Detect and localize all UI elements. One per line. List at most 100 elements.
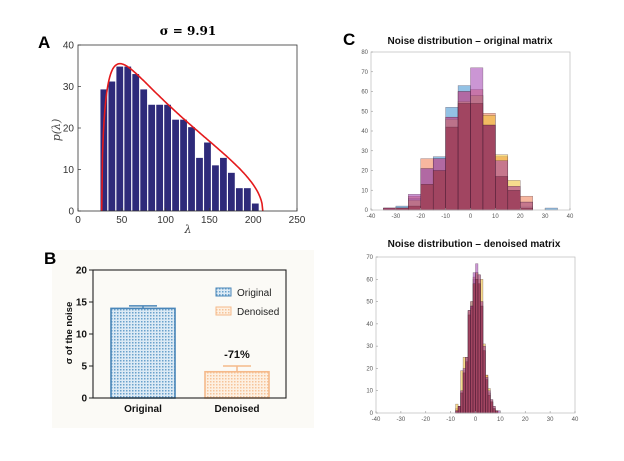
histogram-bar-series-5	[477, 283, 481, 414]
histogram-bar-series-5	[470, 103, 484, 211]
chart-title-c-denoised: Noise distribution – denoised matrix	[388, 239, 561, 250]
bar-denoised	[204, 370, 270, 399]
histogram-bar-series-5	[467, 314, 471, 414]
histogram-bar-series-5	[465, 361, 469, 414]
panel-c-denoised: Noise distribution – denoised matrix -40…	[366, 239, 579, 423]
histogram-bar-series-5	[482, 124, 496, 211]
histogram-bar-series-5	[490, 401, 494, 414]
x-tick-label: -20	[421, 417, 430, 423]
histogram-bar-series-5	[507, 190, 521, 211]
histogram-bar-series-5	[487, 394, 491, 414]
panel-c-original: C Noise distribution – original matrix -…	[343, 30, 574, 220]
histogram-bar-series-5	[475, 279, 479, 414]
histogram-bar	[132, 74, 140, 211]
histogram-bar	[188, 127, 195, 211]
histogram-bar-series-5	[457, 406, 461, 414]
y-tick-label: 30	[63, 82, 75, 93]
y-tick-label: 0	[370, 411, 374, 417]
histogram-bar	[140, 89, 148, 211]
panel-label-b: B	[44, 249, 56, 268]
histogram-bar	[180, 119, 187, 211]
y-tick-label: 40	[366, 322, 373, 328]
histogram-bar-series-5	[480, 305, 484, 414]
y-tick-label: 20	[63, 124, 75, 135]
y-tick-label: 60	[366, 277, 373, 283]
y-tick-label: 60	[361, 90, 368, 96]
histogram-bar-series-5	[482, 350, 486, 414]
y-tick-label: 70	[361, 70, 368, 76]
histogram-bar-series-5	[432, 170, 446, 211]
panel-b: B Original Denoised 0 5 10 15 20 σ of the noi…	[44, 249, 314, 428]
panel-b-background	[52, 250, 314, 428]
legend-swatch	[215, 287, 232, 297]
bar-original	[110, 307, 176, 399]
histogram-bar	[243, 188, 251, 211]
x-tick-label: 20	[522, 417, 529, 423]
histogram-bar-series-5	[408, 205, 421, 211]
y-tick-label: 10	[63, 165, 75, 176]
y-tick-label: 0	[81, 394, 87, 405]
x-tick-label: 10	[492, 214, 499, 220]
y-tick-label: 20	[366, 366, 373, 372]
x-tick-label: -40	[372, 417, 381, 423]
histogram-bar-series-5	[470, 305, 474, 414]
x-axis-label-a: λ	[184, 223, 192, 236]
legend-label: Denoised	[237, 307, 279, 318]
x-tick-label: 200	[245, 215, 262, 226]
x-tick-label: -10	[446, 417, 455, 423]
histogram-bar	[196, 157, 203, 211]
x-tick-label: 30	[547, 417, 554, 423]
legend-swatch	[215, 306, 232, 316]
y-tick-label: 10	[76, 330, 88, 341]
x-tick-label: 40	[567, 214, 574, 220]
histogram-bar	[212, 165, 219, 211]
panel-a: A σ = 9.91 0 50 100 150 200 250 0 10 20 30 40 λ p(…	[38, 24, 306, 236]
panel-label-c: C	[343, 30, 355, 49]
histogram-bar	[164, 104, 172, 211]
histogram-bar	[148, 104, 156, 211]
legend: Original Denoised	[215, 287, 279, 318]
x-tick-label: -30	[392, 214, 401, 220]
x-tick-label: -20	[416, 214, 425, 220]
x-tick-label: 50	[116, 215, 128, 226]
histogram-bar	[204, 142, 211, 211]
y-tick-label: 0	[68, 207, 74, 218]
histogram-bar	[108, 81, 116, 212]
histogram-bar	[228, 172, 235, 211]
y-axis-label-a: p(λ)	[50, 119, 63, 142]
histogram-bar	[220, 157, 227, 211]
x-tick-label: -30	[397, 417, 406, 423]
histogram-bar	[124, 66, 132, 211]
x-tick-label: 40	[572, 417, 579, 423]
x-tick-label: -10	[441, 214, 450, 220]
histogram-bar	[172, 119, 179, 211]
histogram-bar-series-5	[462, 372, 466, 414]
histogram-bar-series-5	[420, 184, 434, 211]
histogram-bar-series-5	[472, 283, 476, 414]
x-tick-label: -40	[367, 214, 376, 220]
x-tick-label: 0	[75, 215, 81, 226]
x-tick-label: 0	[469, 214, 473, 220]
x-tick-label: 150	[201, 215, 218, 226]
fit-curve	[100, 62, 264, 212]
x-tick-label: 30	[542, 214, 549, 220]
histogram-bar-series-5	[495, 176, 509, 211]
y-tick-label: 30	[366, 344, 373, 350]
x-tick-label: 20	[517, 214, 524, 220]
y-tick-label: 5	[81, 362, 87, 373]
x-tick-label: 250	[289, 215, 306, 226]
histogram-bar-series-5	[492, 408, 496, 414]
y-tick-label: 15	[76, 298, 88, 309]
x-tick-label: 100	[157, 215, 174, 226]
histogram-bar-series-5	[445, 126, 459, 211]
y-tick-label: 40	[361, 129, 368, 135]
y-tick-label: 50	[366, 300, 373, 306]
y-tick-label: 30	[361, 149, 368, 155]
y-tick-label: 10	[361, 188, 368, 194]
y-tick-label: 0	[365, 208, 369, 214]
histogram-bar-series-5	[457, 103, 471, 211]
chart-title-c-original: Noise distribution – original matrix	[387, 36, 552, 47]
x-tick-label: Original	[124, 404, 162, 415]
legend-label: Original	[237, 288, 271, 299]
